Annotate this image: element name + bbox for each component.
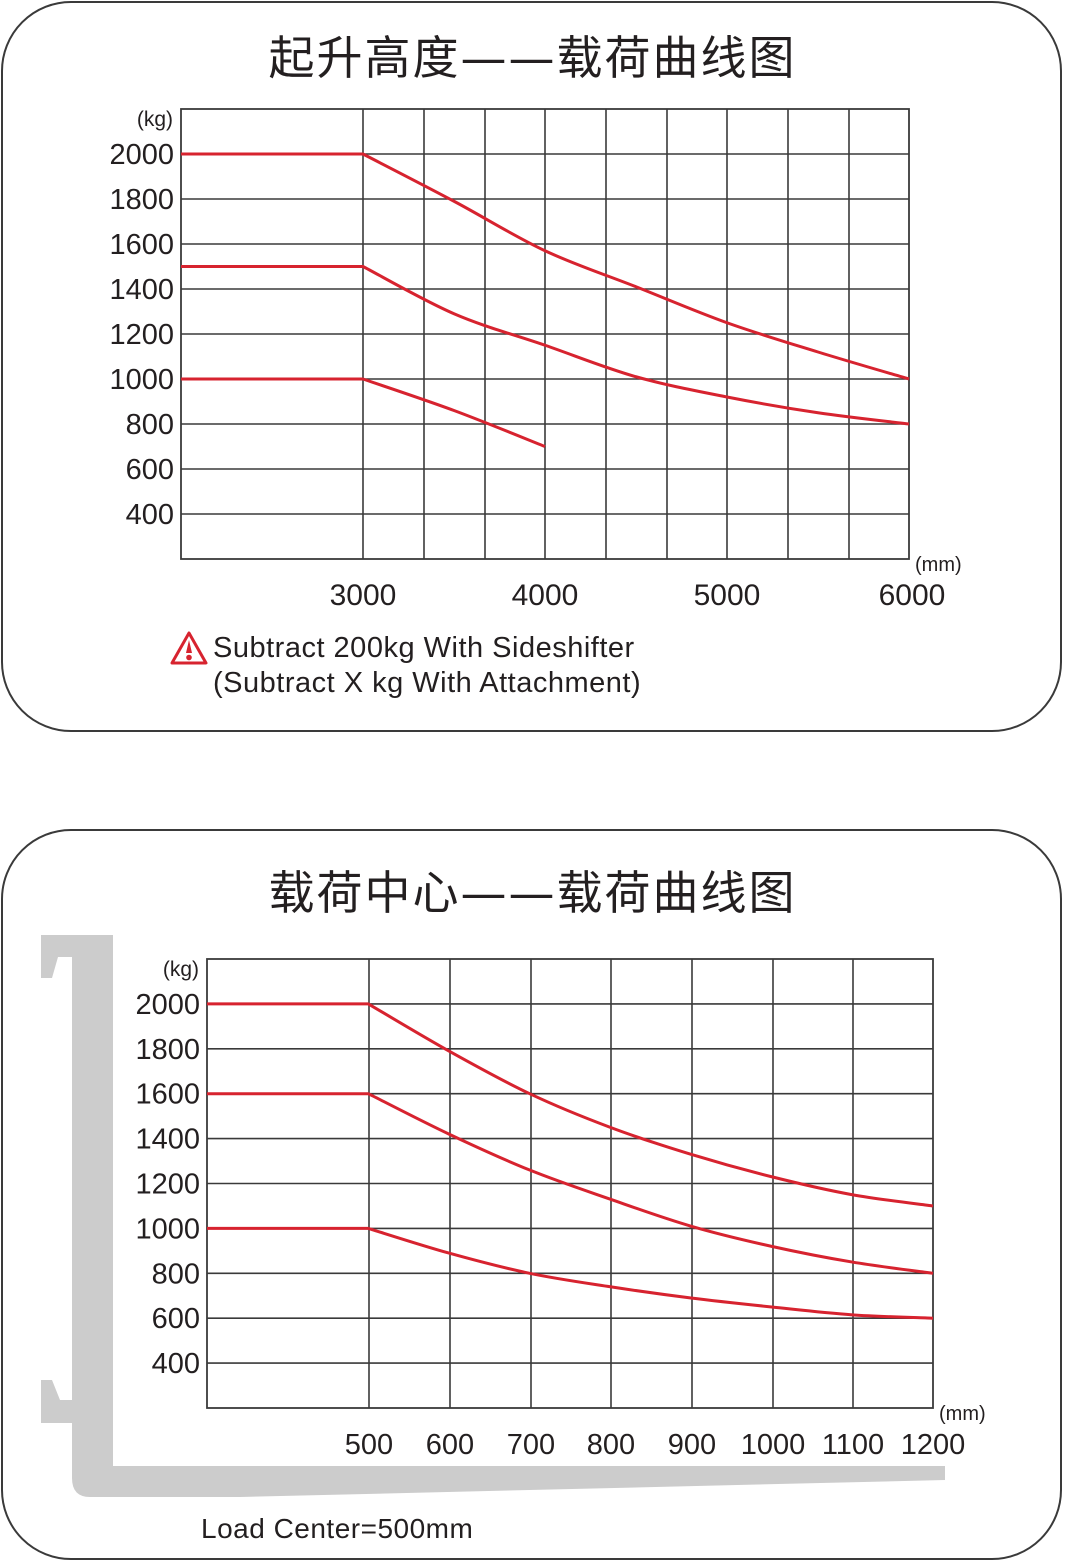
x-tick-label: 1200	[901, 1429, 966, 1461]
y-tick-label: 1800	[135, 1034, 200, 1066]
load-center-load-chart: 2000 1800 1600 1400 1200 1000 800 600 400 (kg) 500…	[0, 0, 1065, 1561]
y-tick-label: 2000	[135, 989, 200, 1021]
x-tick-label: 900	[668, 1429, 716, 1461]
y-tick-label: 1600	[135, 1079, 200, 1111]
y-unit-label: (kg)	[163, 958, 199, 981]
y-tick-label: 600	[152, 1303, 200, 1335]
y-tick-label: 400	[152, 1348, 200, 1380]
y-tick-label: 1200	[135, 1169, 200, 1201]
x-tick-label: 800	[587, 1429, 635, 1461]
load-center-label: Load Center=500mm	[201, 1513, 473, 1545]
x-tick-label: 600	[426, 1429, 474, 1461]
load-curve	[207, 1004, 933, 1206]
x-tick-label: 1000	[741, 1429, 806, 1461]
y-tick-label: 800	[152, 1258, 200, 1290]
x-unit-label: (mm)	[939, 1403, 986, 1425]
y-tick-label: 1000	[135, 1213, 200, 1245]
y-tick-label: 1400	[135, 1124, 200, 1156]
x-tick-label: 500	[345, 1429, 393, 1461]
x-tick-label: 700	[507, 1429, 555, 1461]
x-tick-label: 1100	[822, 1429, 884, 1461]
